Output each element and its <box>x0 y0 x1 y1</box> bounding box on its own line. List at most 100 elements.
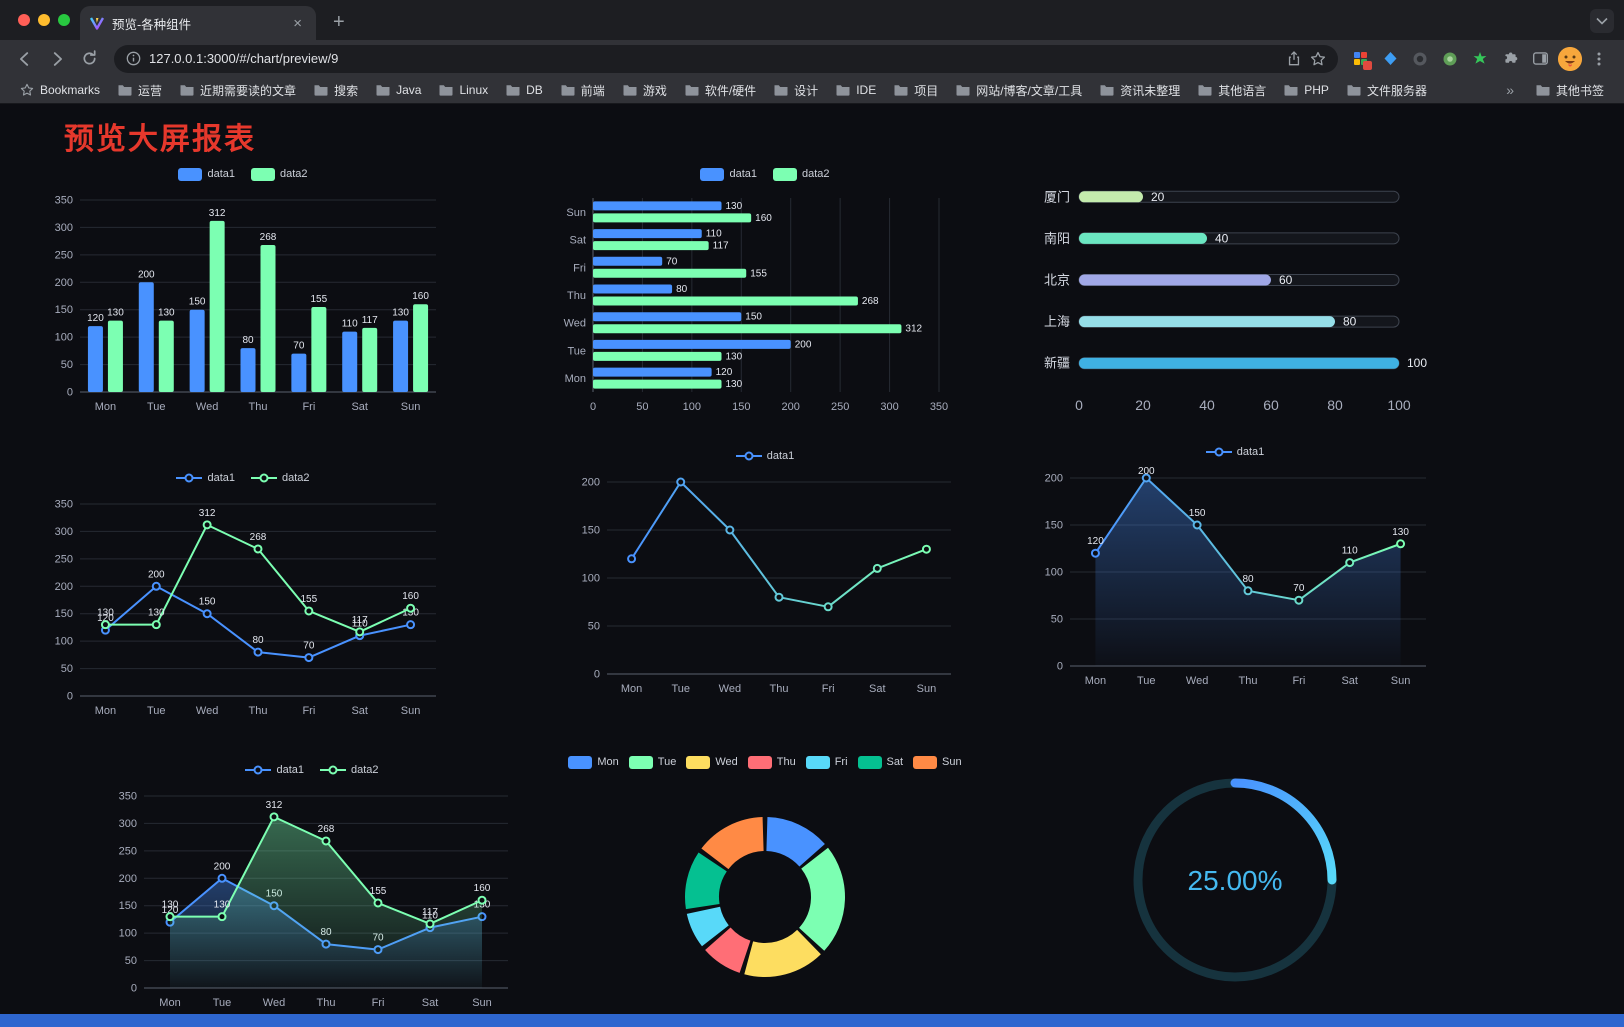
two-series-area-line-chart[interactable]: data1 data2 0 50 100 150 200 250 300 350 Mon Tue Wed… <box>102 760 522 1014</box>
bookmark-folder[interactable]: 搜索 <box>306 79 366 102</box>
legend-label: data2 <box>280 168 308 180</box>
bookmark-folder[interactable]: 文件服务器 <box>1339 79 1435 102</box>
svg-text:Mon: Mon <box>565 373 586 385</box>
other-bookmarks[interactable]: 其他书签 <box>1528 79 1612 102</box>
legend-item[interactable]: Sat <box>857 755 903 769</box>
bookmark-star-icon[interactable] <box>1310 51 1326 67</box>
traffic-light-minimize[interactable] <box>38 14 50 26</box>
url-text[interactable]: 127.0.0.1:3000/#/chart/preview/9 <box>149 51 339 66</box>
legend-item[interactable]: data2 <box>320 764 379 776</box>
bookmark-folder[interactable]: 项目 <box>886 79 946 102</box>
legend-item[interactable]: data1 <box>735 450 794 462</box>
legend-item[interactable]: data1 <box>178 167 235 181</box>
bar-chart-canvas: 0 50 100 150 200 250 300 350 Mon Tue Wed Thu Fri Sat S… <box>55 195 436 413</box>
gauge-chart[interactable]: 25.00% <box>1115 760 1355 1014</box>
line-chart-canvas: 0 50 100 150 200 250 300 350 Mon Tue Wed Thu Fri Sat S… <box>119 791 508 1009</box>
svg-text:50: 50 <box>636 401 648 413</box>
svg-text:Mon: Mon <box>95 705 116 717</box>
bookmark-folder[interactable]: Linux <box>431 80 496 100</box>
traffic-light-close[interactable] <box>18 14 30 26</box>
legend-swatch <box>568 755 593 769</box>
legend-item[interactable]: data2 <box>773 167 830 181</box>
legend-item[interactable]: data2 <box>251 472 310 484</box>
bookmark-folder[interactable]: 近期需要读的文章 <box>172 79 304 102</box>
bookmark-folder[interactable]: 资讯未整理 <box>1092 79 1188 102</box>
legend-item[interactable]: data1 <box>1205 446 1264 458</box>
bookmark-folder[interactable]: 软件/硬件 <box>677 79 764 102</box>
browser-menu-kebab-icon[interactable] <box>1584 44 1614 74</box>
capsule-bar-chart[interactable]: 厦门 20 南阳 40 北京 60 上海 80 新疆 100 0 20 40 60 80 100 <box>1035 164 1435 418</box>
side-panel-icon[interactable] <box>1528 47 1552 71</box>
svg-text:350: 350 <box>930 401 948 413</box>
bookmark-folder[interactable]: 游戏 <box>615 79 675 102</box>
svg-text:130: 130 <box>1392 527 1409 538</box>
extension-diamond-icon[interactable] <box>1378 47 1402 71</box>
bookmarks-overflow-chevron[interactable]: » <box>1506 82 1514 98</box>
legend-swatch <box>686 755 711 769</box>
traffic-light-zoom[interactable] <box>58 14 70 26</box>
address-bar[interactable]: 127.0.0.1:3000/#/chart/preview/9 <box>114 44 1338 73</box>
svg-text:50: 50 <box>61 359 73 371</box>
back-button[interactable] <box>10 44 40 74</box>
horizontal-bar-chart[interactable]: data1 data2 0 50 100 150 200 250 300 350 Mon 120 130… <box>555 164 975 418</box>
legend-item[interactable]: Mon <box>568 755 619 769</box>
extension-green-circle-icon[interactable] <box>1438 47 1462 71</box>
area-line-chart[interactable]: data1 0 50 100 150 200 Mon Tue Wed Thu Fri Sat Sun 12… <box>1030 442 1440 722</box>
extension-dark-circle-icon[interactable] <box>1408 47 1432 71</box>
legend-item[interactable]: Tue <box>628 755 676 769</box>
extension-grid-icon[interactable] <box>1348 47 1372 71</box>
tab-search-chevron-icon[interactable] <box>1590 9 1614 33</box>
svg-text:100: 100 <box>55 636 73 648</box>
bookmark-folder[interactable]: 设计 <box>766 79 826 102</box>
legend-item[interactable]: Fri <box>805 755 848 769</box>
bookmark-folder[interactable]: PHP <box>1276 80 1337 100</box>
folder-icon <box>1347 85 1361 96</box>
svg-text:117: 117 <box>422 907 438 918</box>
site-info-icon[interactable] <box>126 51 141 66</box>
bookmark-folder[interactable]: 运营 <box>110 79 170 102</box>
bookmark-folder[interactable]: 前端 <box>553 79 613 102</box>
chart-legend: data1 data2 <box>178 164 308 184</box>
extensions-puzzle-icon[interactable] <box>1498 47 1522 71</box>
svg-text:80: 80 <box>1242 574 1254 585</box>
bookmark-folder[interactable]: DB <box>498 80 551 100</box>
legend-item[interactable]: data1 <box>700 167 757 181</box>
two-series-line-chart[interactable]: data1 data2 0 50 100 150 200 250 300 350 Mon Tue Wed… <box>38 468 448 722</box>
legend-item[interactable]: Sun <box>913 755 962 769</box>
grouped-bar-chart[interactable]: data1 data2 0 50 100 150 200 250 300 350 Mon Tue Wed… <box>38 164 448 418</box>
extension-star-icon[interactable] <box>1468 47 1492 71</box>
forward-button[interactable] <box>42 44 72 74</box>
donut-chart[interactable]: Mon Tue Wed Thu Fri Sat Sun <box>568 752 962 1014</box>
svg-text:250: 250 <box>831 401 849 413</box>
svg-text:Tue: Tue <box>671 683 690 695</box>
svg-text:130: 130 <box>97 608 114 619</box>
svg-text:200: 200 <box>582 477 600 489</box>
legend-item[interactable]: data2 <box>251 167 308 181</box>
gradient-line-chart[interactable]: data1 0 50 100 150 200 Mon Tue Wed Thu Fri Sat Sun <box>565 446 965 722</box>
svg-text:120: 120 <box>162 905 179 916</box>
bookmark-folder[interactable]: IDE <box>828 80 884 100</box>
legend-item[interactable]: data1 <box>245 764 304 776</box>
new-tab-button[interactable]: + <box>333 11 345 33</box>
bookmark-folder[interactable]: Java <box>368 80 429 100</box>
bookmark-folder[interactable]: 其他语言 <box>1190 79 1274 102</box>
legend-item[interactable]: Wed <box>686 755 738 769</box>
bookmarks-root[interactable]: Bookmarks <box>12 80 108 100</box>
folder-icon <box>1198 85 1212 96</box>
legend-item[interactable]: Thu <box>747 755 796 769</box>
reload-button[interactable] <box>74 44 104 74</box>
svg-text:100: 100 <box>582 573 600 585</box>
bookmark-folder[interactable]: 网站/博客/文章/工具 <box>948 79 1090 102</box>
svg-text:200: 200 <box>1138 466 1155 477</box>
browser-tab[interactable]: 预览-各种组件 × <box>80 6 316 40</box>
folder-icon <box>314 85 328 96</box>
legend-swatch <box>320 765 346 775</box>
profile-avatar[interactable] <box>1558 46 1582 71</box>
svg-text:130: 130 <box>148 608 165 619</box>
tab-close-icon[interactable]: × <box>293 14 302 32</box>
legend-item[interactable]: data1 <box>176 472 235 484</box>
donut-chart-canvas <box>685 817 845 977</box>
share-icon[interactable] <box>1286 50 1302 67</box>
svg-text:250: 250 <box>55 553 73 565</box>
